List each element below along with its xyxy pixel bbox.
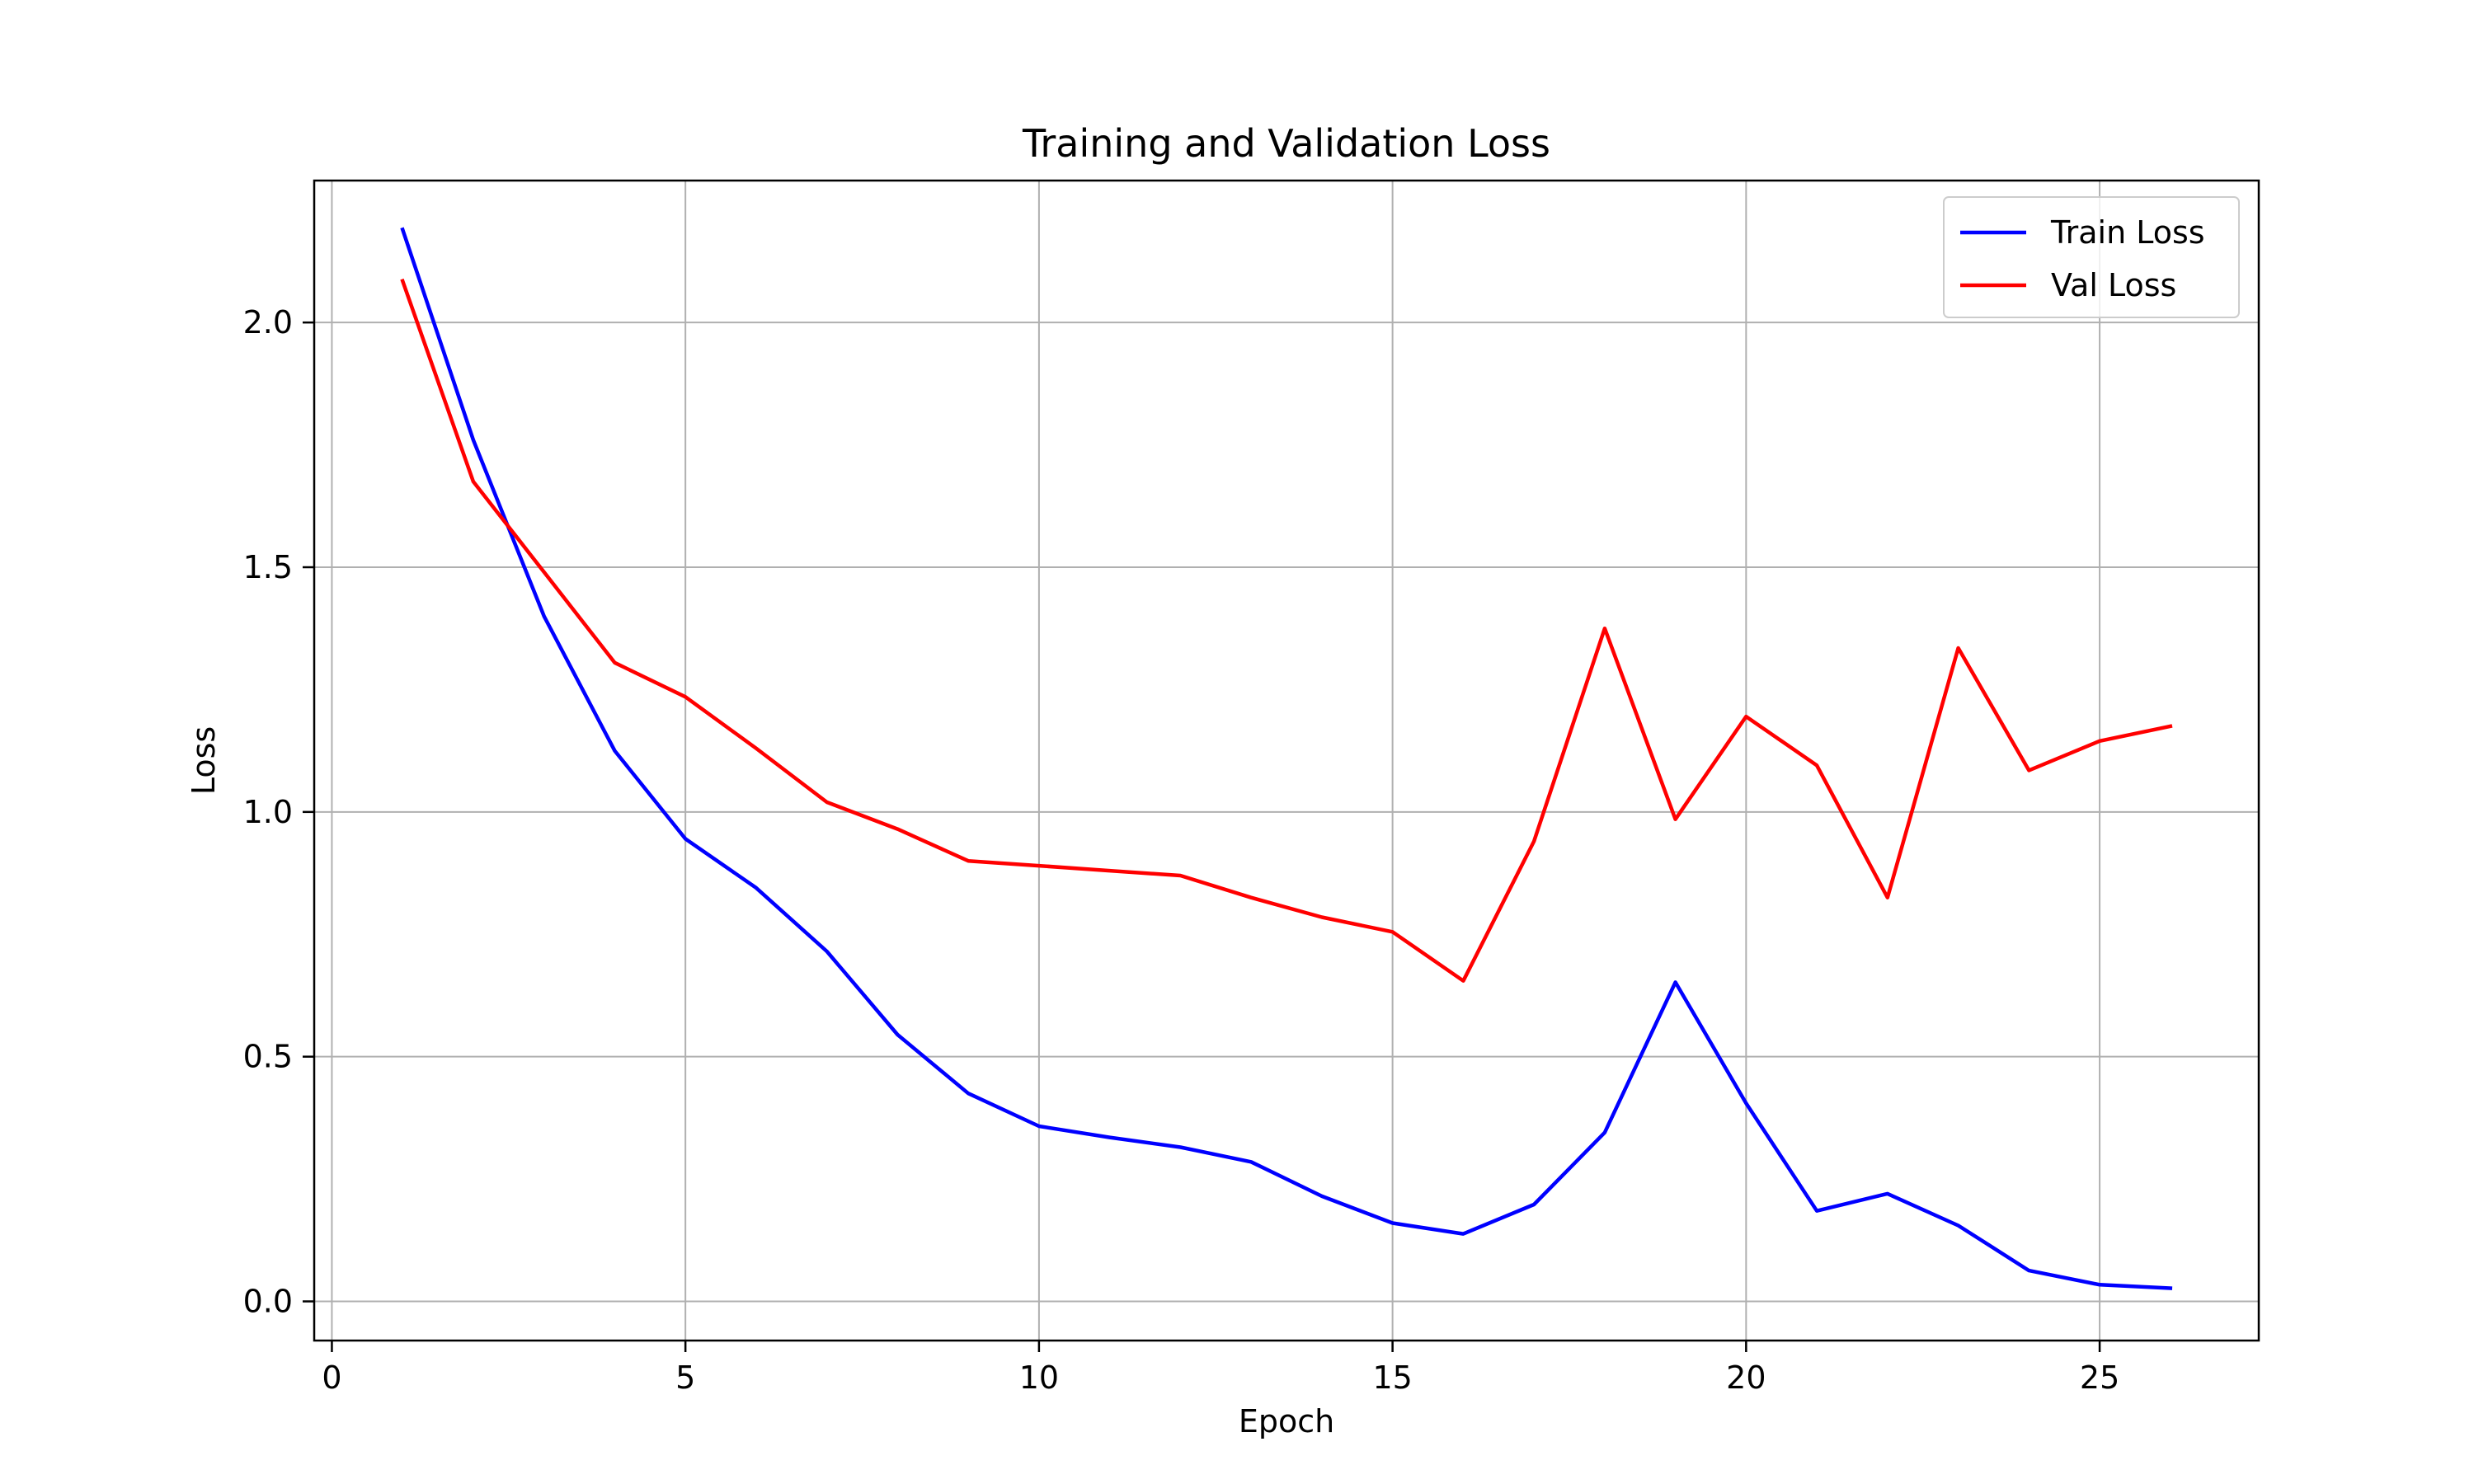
legend-label: Val Loss bbox=[2051, 267, 2176, 303]
series-line-val-loss bbox=[400, 278, 2173, 983]
plot-area bbox=[314, 181, 2259, 1341]
legend-box bbox=[1943, 196, 2240, 318]
x-axis-label: Epoch bbox=[1239, 1403, 1334, 1439]
series-lines bbox=[400, 227, 2173, 1290]
plot-frame bbox=[313, 179, 2260, 1342]
legend-items: Train Loss Val Loss bbox=[1960, 214, 2205, 303]
legend-label: Train Loss bbox=[2050, 214, 2205, 251]
x-tick-label: 10 bbox=[1019, 1360, 1059, 1396]
y-tick-label: 2.0 bbox=[243, 304, 293, 340]
y-tick-label: 1.0 bbox=[243, 794, 293, 830]
y-tick-label: 0.0 bbox=[243, 1284, 293, 1320]
y-axis-label: Loss bbox=[186, 726, 222, 795]
series-line-train-loss bbox=[400, 227, 2173, 1290]
x-tick-label: 25 bbox=[2080, 1360, 2119, 1396]
y-axis-ticks: 0.0 0.5 1.0 1.5 2.0 bbox=[243, 304, 314, 1320]
x-tick-label: 5 bbox=[675, 1360, 695, 1396]
legend: Train Loss Val Loss bbox=[1943, 196, 2240, 318]
x-axis-ticks: 0 5 10 15 20 25 bbox=[322, 1341, 2119, 1396]
y-tick-label: 1.5 bbox=[243, 549, 293, 585]
chart-title: Training and Validation Loss bbox=[1022, 121, 1550, 166]
x-tick-label: 0 bbox=[322, 1360, 341, 1396]
y-tick-label: 0.5 bbox=[243, 1039, 293, 1075]
grid bbox=[314, 181, 2259, 1341]
x-tick-label: 15 bbox=[1372, 1360, 1412, 1396]
x-tick-label: 20 bbox=[1726, 1360, 1766, 1396]
